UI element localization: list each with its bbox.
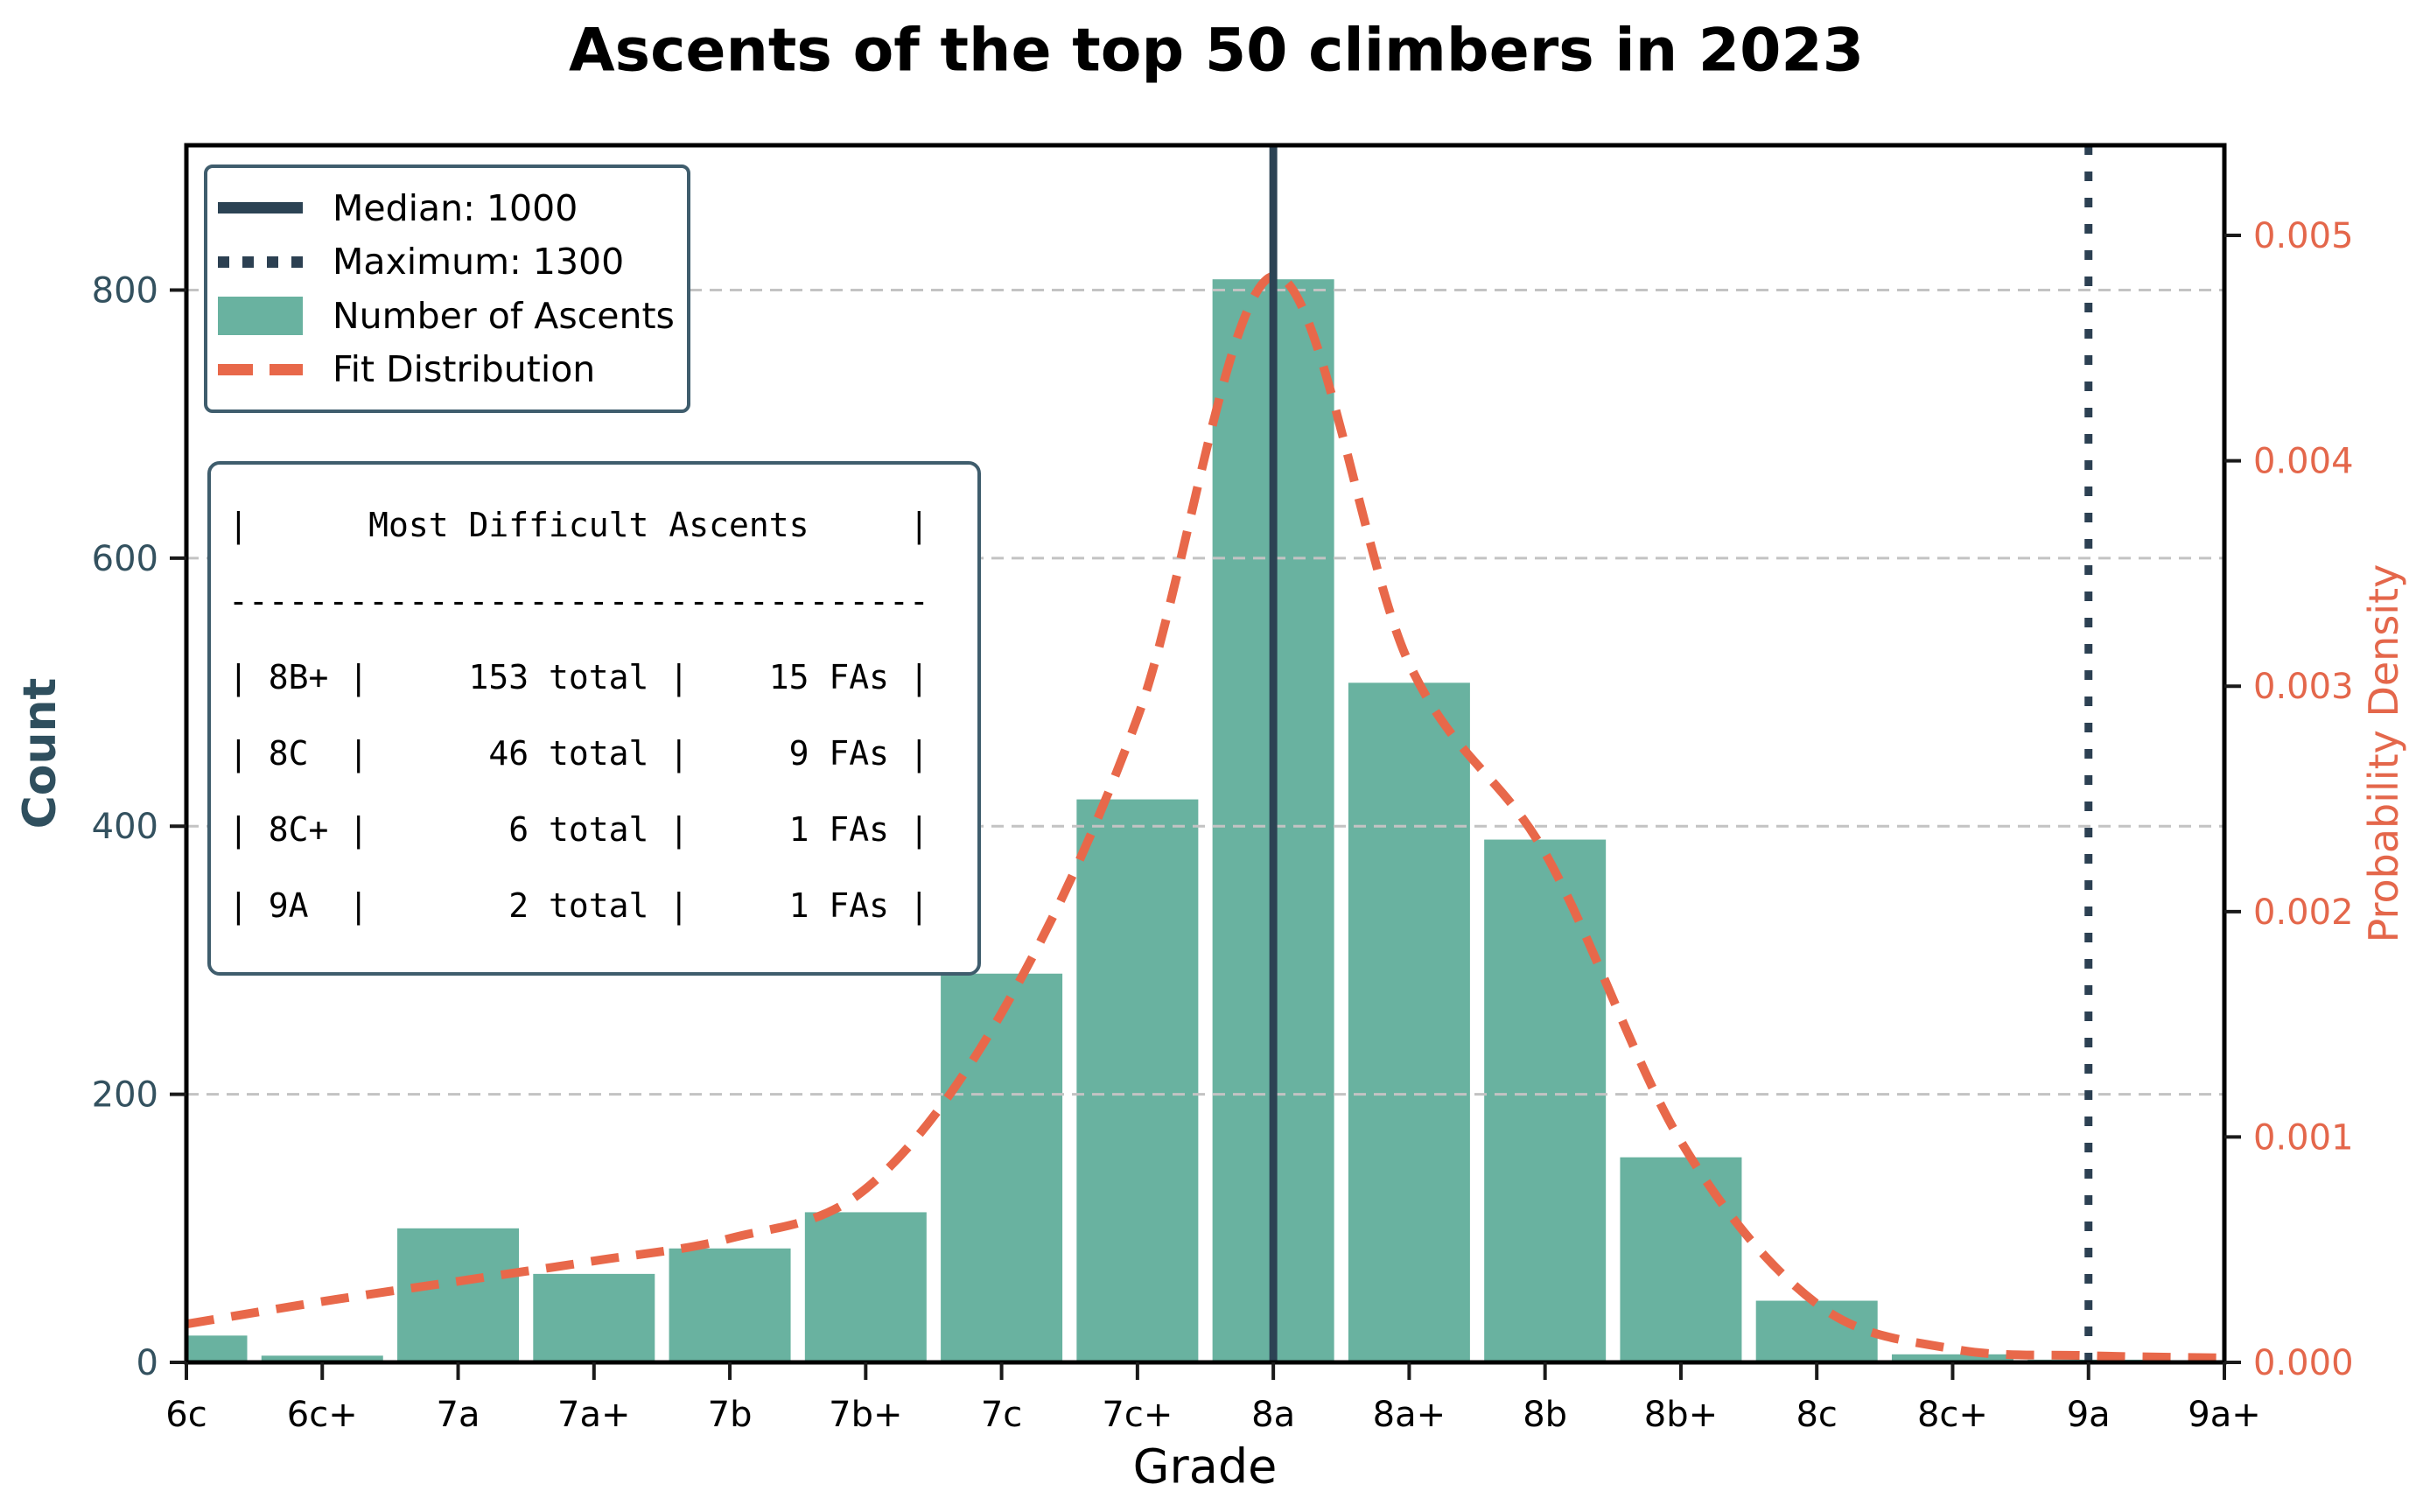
x-tick-label-7a+: 7a+ xyxy=(557,1395,630,1435)
y-right-ticks: 0.000 0.001 0.002 0.003 0.004 0.005 xyxy=(2224,216,2354,1383)
x-tick-label-7a: 7a xyxy=(437,1395,480,1435)
x-tick-label-8c: 8c xyxy=(1796,1395,1837,1435)
bar-8b xyxy=(1484,839,1607,1362)
x-tick-label-7b: 7b xyxy=(708,1395,753,1435)
x-tick-label-7c: 7c xyxy=(981,1395,1022,1435)
bar-8c+ xyxy=(1891,1354,2013,1362)
y-left-ticks: 0 200 400 600 800 xyxy=(92,270,186,1383)
x-tick-label-7c+: 7c+ xyxy=(1102,1395,1173,1435)
most-difficult-ascents-table: | Most Difficult Ascents | -------------… xyxy=(207,461,981,976)
y-right-tick-label: 0.005 xyxy=(2253,216,2354,256)
x-axis-ticks: 6c 6c+ 7a 7a+ 7b 7b+ 7c 7c+ 8a 8a+ 8b 8b+ 8c 8c+ 9a 9a+ xyxy=(165,1362,2261,1435)
bar-patch-swatch xyxy=(218,296,303,335)
chart-title: Ascents of the top 50 climbers in 2023 xyxy=(568,16,1865,86)
y-left-tick-label: 400 xyxy=(92,807,158,847)
y-right-tick-label: 0.002 xyxy=(2253,892,2354,933)
bar-8c xyxy=(1755,1300,1878,1362)
ascents-table-text: | Most Difficult Ascents | -------------… xyxy=(228,506,929,925)
bar-7b+ xyxy=(804,1212,927,1362)
bar-7c xyxy=(941,973,1063,1362)
plot-spines xyxy=(184,143,2227,1365)
legend-item-ascents: Number of Ascents xyxy=(218,295,678,337)
legend-item-fit: Fit Distribution xyxy=(218,348,678,390)
maximum-dotted-swatch xyxy=(218,256,303,268)
x-tick-label-6c: 6c xyxy=(165,1395,207,1435)
legend-label: Maximum: 1300 xyxy=(333,241,625,284)
gridlines xyxy=(186,288,2224,1096)
legend-label: Fit Distribution xyxy=(333,348,596,391)
y-left-tick-label: 600 xyxy=(92,539,158,579)
legend-item-maximum: Maximum: 1300 xyxy=(218,241,678,283)
median-line-swatch xyxy=(218,202,303,214)
bar-7c+ xyxy=(1076,799,1199,1362)
y-right-tick-label: 0.001 xyxy=(2253,1117,2354,1158)
x-tick-label-6c+: 6c+ xyxy=(287,1395,358,1435)
bar-6c+ xyxy=(261,1355,383,1362)
y-right-tick-label: 0.004 xyxy=(2253,442,2354,482)
bar-7a+ xyxy=(533,1273,655,1362)
x-tick-label-8b+: 8b+ xyxy=(1644,1395,1718,1435)
x-tick-label-9a: 9a xyxy=(2067,1395,2111,1435)
y-left-tick-label: 800 xyxy=(92,270,158,311)
legend-label: Median: 1000 xyxy=(333,186,578,229)
x-tick-label-8a+: 8a+ xyxy=(1373,1395,1446,1435)
fit-dashed-swatch xyxy=(218,363,303,375)
y-axis-label-right: Probability Density xyxy=(2360,564,2407,943)
y-axis-label-left: Count xyxy=(14,677,67,830)
bar-6c xyxy=(186,1335,248,1362)
y-left-tick-label: 200 xyxy=(92,1075,158,1116)
bar-8a+ xyxy=(1348,682,1470,1362)
fit-distribution-curve xyxy=(186,271,2224,1362)
bar-7b xyxy=(669,1248,791,1362)
y-left-tick-label: 0 xyxy=(137,1343,158,1383)
x-tick-label-8b: 8b xyxy=(1523,1395,1567,1435)
x-tick-label-8c+: 8c+ xyxy=(1917,1395,1988,1435)
x-tick-label-8a: 8a xyxy=(1251,1395,1295,1435)
x-axis-label: Grade xyxy=(1132,1438,1278,1494)
bar-8b+ xyxy=(1620,1157,1742,1362)
bar-7a xyxy=(397,1228,520,1362)
y-right-tick-label: 0.003 xyxy=(2253,667,2354,707)
y-right-tick-label: 0.000 xyxy=(2253,1343,2354,1383)
legend-label: Number of Ascents xyxy=(333,294,675,337)
x-tick-label-7b+: 7b+ xyxy=(829,1395,902,1435)
legend-item-median: Median: 1000 xyxy=(218,187,678,229)
x-tick-label-9a+: 9a+ xyxy=(2188,1395,2260,1435)
legend: Median: 1000 Maximum: 1300 Number of Asc… xyxy=(204,164,690,413)
